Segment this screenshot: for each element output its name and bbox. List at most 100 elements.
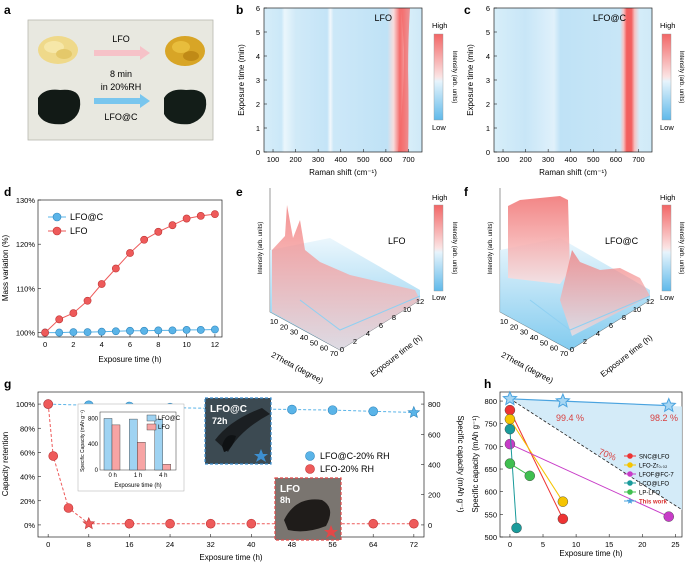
colorbar-e [433, 204, 444, 292]
data-point [504, 413, 516, 425]
colorbar-f-title: Intensity (arb. units) [678, 222, 684, 275]
data-point-star-icon [660, 397, 677, 413]
heatmap-b-yticks: 0 1 2 3 4 5 6 [256, 4, 267, 157]
chart-h-series [502, 390, 677, 534]
colorbar-e-title: Intensity (arb. units) [451, 222, 457, 275]
legend-marker [627, 489, 633, 495]
chart-g-inset: 0 400 800 0 h 1 h 4 h Exposure time (h) Spec… [77, 403, 185, 492]
x-tick-label: 10 [270, 317, 278, 326]
data-point [182, 326, 191, 334]
x-tick-label: 300 [312, 155, 325, 164]
y-tick-label: 4 [256, 52, 260, 61]
photo-lfoc-72h: LFO@C 72h [204, 397, 272, 465]
legend-label: LCO@LFO [639, 482, 669, 488]
data-point [83, 296, 92, 305]
chart-h-xlabel: Exposure time (h) [559, 549, 622, 558]
y-tick-label: 5 [256, 28, 260, 37]
photo-lfo-title: LFO [280, 484, 300, 495]
data-point [154, 227, 163, 236]
x-tick-label: 8 [87, 540, 91, 549]
data-point [196, 212, 205, 220]
heatmap-b-ylabel: Exposure time (min) [237, 44, 246, 116]
x-tick-label: 10 [500, 317, 508, 326]
x-tick-label: 100 [497, 155, 510, 164]
heatmap-c-xticks: 100 200 300 400 500 600 700 [497, 149, 645, 164]
y-tick-label: 800 [484, 397, 497, 406]
series-line [509, 409, 564, 520]
heatmap-c-yticks: 0 1 2 3 4 5 6 [486, 4, 497, 157]
chart-d-xlabel: Exposure time (h) [98, 355, 161, 364]
x-tick-label: 32 [207, 540, 215, 549]
data-point [196, 326, 205, 334]
data-point [246, 518, 257, 529]
y-tick-label: 0 [486, 148, 490, 157]
y2-tick-label: 800 [428, 400, 441, 409]
surface-f-peaks [560, 250, 650, 336]
legend-marker [627, 480, 633, 486]
colorbar-f-high: High [660, 193, 675, 202]
data-point [111, 327, 120, 336]
x-tick-label: 200 [519, 155, 532, 164]
panel-label-f: f [464, 185, 469, 199]
y-tick-label: 0 [256, 148, 260, 157]
y-tick-label: 10 [633, 305, 641, 314]
y-tick-label: 550 [484, 510, 497, 519]
surface-f-block [508, 196, 570, 284]
data-point [41, 328, 49, 337]
chart-d-legend: LFO@C LFO [48, 212, 104, 236]
legend-label: This work [639, 500, 668, 506]
x-tick-label: 40 [247, 540, 255, 549]
x-tick-label: 20 [638, 540, 646, 549]
surface-e-ylabel: Exposure time (h) [369, 333, 425, 379]
surface-f-ylabel: Exposure time (h) [599, 333, 655, 379]
data-point [287, 404, 297, 415]
x-tick-label: 30 [290, 328, 298, 337]
surface-f-zlabel: Intensity (arb. units) [488, 222, 494, 275]
legend-g-lfo: LFO-20% RH [320, 464, 374, 474]
colorbar-b [433, 33, 444, 121]
chart-h-legend: SNC@LFO LFO-Zr₀.₀₂ LFOF@FC-7 LCO@LFO LP-LFO T… [624, 453, 674, 506]
data-point-star-icon [502, 390, 518, 406]
x-tick-label: 70 [330, 349, 338, 358]
chart-d: 100% 110% 120% 130% 0 2 4 6 8 10 12 Exposure time… [1, 196, 223, 364]
data-point [504, 458, 516, 469]
x-tick-label: 16 [125, 540, 133, 549]
heatmap-b: LFO 100 200 300 400 500 600 700 0 1 2 3 4 5 6 Raman … [237, 4, 457, 177]
chart-g-xticks: 0 8 16 24 32 40 48 56 64 72 [46, 534, 418, 549]
data-point [140, 326, 149, 335]
photo-lfoc-time: 72h [212, 416, 228, 426]
x-tick-label: 15 [605, 540, 613, 549]
chart-h-reference-line [509, 398, 683, 511]
x-tick-label: 24 [166, 540, 174, 549]
colorbar-e-low: Low [432, 293, 446, 302]
lfo-powder-after [165, 36, 205, 66]
colorbar-c [661, 33, 672, 121]
annotation-98-2: 98.2 % [650, 413, 678, 423]
series-line [509, 418, 564, 502]
data-point [409, 518, 419, 529]
data-point [48, 451, 59, 461]
y-tick-label: 4 [486, 52, 490, 61]
y-tick-label: 2 [583, 337, 587, 346]
series-line [509, 443, 670, 518]
heatmap-c: LFO@C 100 200 300 400 500 600 700 0 1 2 3 4 5 6 Rama… [466, 4, 684, 177]
x-tick-label: 600 [610, 155, 623, 164]
colorbar-f [661, 204, 672, 292]
x-tick-label: 0 [46, 540, 50, 549]
data-point [69, 309, 78, 318]
data-point [63, 503, 74, 513]
y-tick-label: 110% [16, 284, 35, 293]
panel-label-e: e [236, 185, 243, 199]
legend-label-lfoc: LFO@C [70, 212, 104, 222]
legend-marker [627, 462, 633, 468]
panel-label-h: h [484, 377, 491, 391]
y-tick-label: 2 [256, 100, 260, 109]
y-tick-label: 1 [256, 124, 260, 133]
y-tick-label: 3 [486, 76, 490, 85]
lfoc-powder-before [38, 89, 81, 125]
